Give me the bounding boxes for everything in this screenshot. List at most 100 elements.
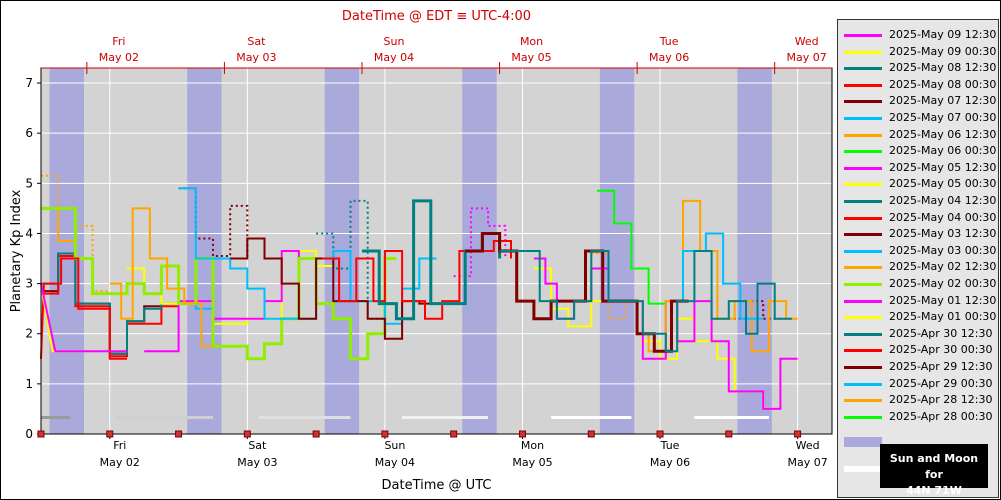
legend-label: 2025-May 08 00:30 <box>889 77 997 91</box>
legend-label: 2025-May 05 12:30 <box>889 160 997 174</box>
legend-entry: 2025-May 02 12:30 <box>838 259 998 276</box>
top-tick-day: Sun <box>384 35 405 48</box>
bottom-marker <box>37 430 45 438</box>
y-axis-label: Planetary Kp Index <box>9 189 24 312</box>
y-tick-label: 6 <box>25 126 33 140</box>
legend-swatch <box>844 133 882 137</box>
moon-bar <box>402 416 489 419</box>
bottom-tick-day: Wed <box>796 439 820 452</box>
location-label-line1: Sun and Moon for <box>889 452 979 481</box>
legend-entry: 2025-May 06 00:30 <box>838 143 998 160</box>
chart-title: DateTime @ EDT ≡ UTC-4:00 <box>342 9 531 24</box>
legend-entry: 2025-May 04 12:30 <box>838 193 998 210</box>
legend-entry: 2025-Apr 28 00:30 <box>838 409 998 426</box>
legend-label: 2025-May 03 00:30 <box>889 243 997 257</box>
bottom-marker <box>312 430 320 438</box>
legend-entry: 2025-May 04 00:30 <box>838 210 998 227</box>
legend-swatch <box>844 382 882 386</box>
legend-swatch <box>844 50 882 54</box>
legend-label: 2025-May 08 12:30 <box>889 61 997 75</box>
top-tick-date: May 02 <box>99 51 139 64</box>
legend-label: 2025-May 02 00:30 <box>889 277 997 290</box>
legend-entry: 2025-May 02 00:30 <box>838 276 998 293</box>
series-line <box>40 283 127 353</box>
legend: 2025-May 09 12:30 2025-May 09 00:30 2025-M… <box>837 19 999 498</box>
legend-entry: 2025-May 05 12:30 <box>838 160 998 177</box>
top-tick-date: May 05 <box>511 51 551 64</box>
bottom-marker <box>794 430 802 438</box>
legend-label: 2025-May 07 12:30 <box>889 94 997 108</box>
bottom-tick-date: May 07 <box>787 456 827 469</box>
legend-label: 2025-Apr 28 00:30 <box>889 409 993 423</box>
series-line <box>109 207 213 348</box>
y-tick-label: 4 <box>25 226 33 240</box>
legend-swatch <box>844 100 882 104</box>
series-line <box>41 206 397 361</box>
legend-swatch <box>844 249 882 253</box>
y-tick-label: 7 <box>25 76 33 90</box>
legend-label: 2025-Apr 28 12:30 <box>889 393 993 407</box>
legend-entry: 2025-Apr 29 12:30 <box>838 359 998 376</box>
bottom-marker <box>518 430 526 438</box>
legend-swatch <box>844 366 882 369</box>
bottom-tick-date: May 05 <box>512 456 552 469</box>
moon-bar <box>115 416 213 419</box>
moon-bar <box>41 416 70 419</box>
legend-entry: 2025-Apr 30 12:30 <box>838 326 998 343</box>
legend-entry: 2025-Apr 28 12:30 <box>838 392 998 409</box>
bottom-tick-date: May 02 <box>100 456 140 469</box>
legend-label: 2025-May 04 00:30 <box>889 210 997 224</box>
legend-entry: 2025-May 05 00:30 <box>838 176 998 193</box>
legend-entry: 2025-May 07 12:30 <box>838 93 998 110</box>
legend-swatch <box>844 266 882 270</box>
legend-swatch <box>844 349 882 353</box>
legend-label: 2025-May 06 12:30 <box>889 127 997 141</box>
location-label-line2: 44N 71W <box>906 484 962 497</box>
top-tick-day: Tue <box>659 35 679 48</box>
legend-swatch <box>844 216 882 220</box>
bottom-marker <box>175 430 183 438</box>
legend-swatch <box>844 117 882 120</box>
legend-entry: 2025-May 06 12:30 <box>838 127 998 144</box>
legend-swatch <box>844 283 882 286</box>
legend-swatch <box>844 67 882 71</box>
legend-moon-swatch <box>844 466 882 472</box>
series-line <box>597 189 666 305</box>
top-tick-date: May 07 <box>787 51 827 64</box>
legend-label: 2025-May 01 12:30 <box>889 293 997 307</box>
top-tick-date: May 03 <box>236 51 276 64</box>
bottom-tick-date: May 06 <box>650 456 690 469</box>
legend-swatch <box>844 316 882 320</box>
location-badge: Sun and Moon for 44N 71W <box>880 444 988 497</box>
legend-label: 2025-May 07 00:30 <box>889 111 997 124</box>
legend-swatch <box>844 150 882 154</box>
series-line <box>533 267 775 410</box>
legend-entry: 2025-Apr 29 00:30 <box>838 376 998 393</box>
legend-entry: 2025-May 09 12:30 <box>838 27 998 44</box>
top-tick-date: May 06 <box>649 51 689 64</box>
legend-entry: 2025-May 08 12:30 <box>838 60 998 77</box>
legend-entry: 2025-May 09 00:30 <box>838 44 998 61</box>
y-tick-label: 2 <box>25 327 33 341</box>
legend-swatch <box>844 200 882 203</box>
legend-swatch <box>844 183 882 187</box>
bottom-marker <box>106 430 114 438</box>
bottom-marker <box>587 430 595 438</box>
series-line <box>40 257 127 360</box>
legend-entry: 2025-May 01 12:30 <box>838 293 998 310</box>
legend-label: 2025-May 04 12:30 <box>889 194 997 207</box>
y-tick-label: 0 <box>25 427 33 441</box>
bottom-tick-day: Sun <box>384 439 405 452</box>
legend-sun-swatch <box>844 437 882 447</box>
moon-bar <box>258 416 351 419</box>
forecast-line <box>178 187 249 259</box>
bottom-marker <box>381 430 389 438</box>
legend-entry: 2025-May 03 00:30 <box>838 243 998 260</box>
bottom-tick-date: May 03 <box>237 456 277 469</box>
forecast-line <box>453 207 507 278</box>
moon-bar <box>694 416 769 419</box>
bottom-tick-day: Sat <box>248 439 267 452</box>
legend-label: 2025-Apr 30 00:30 <box>889 343 993 357</box>
legend-swatch <box>844 83 882 87</box>
legend-swatch <box>844 399 882 403</box>
